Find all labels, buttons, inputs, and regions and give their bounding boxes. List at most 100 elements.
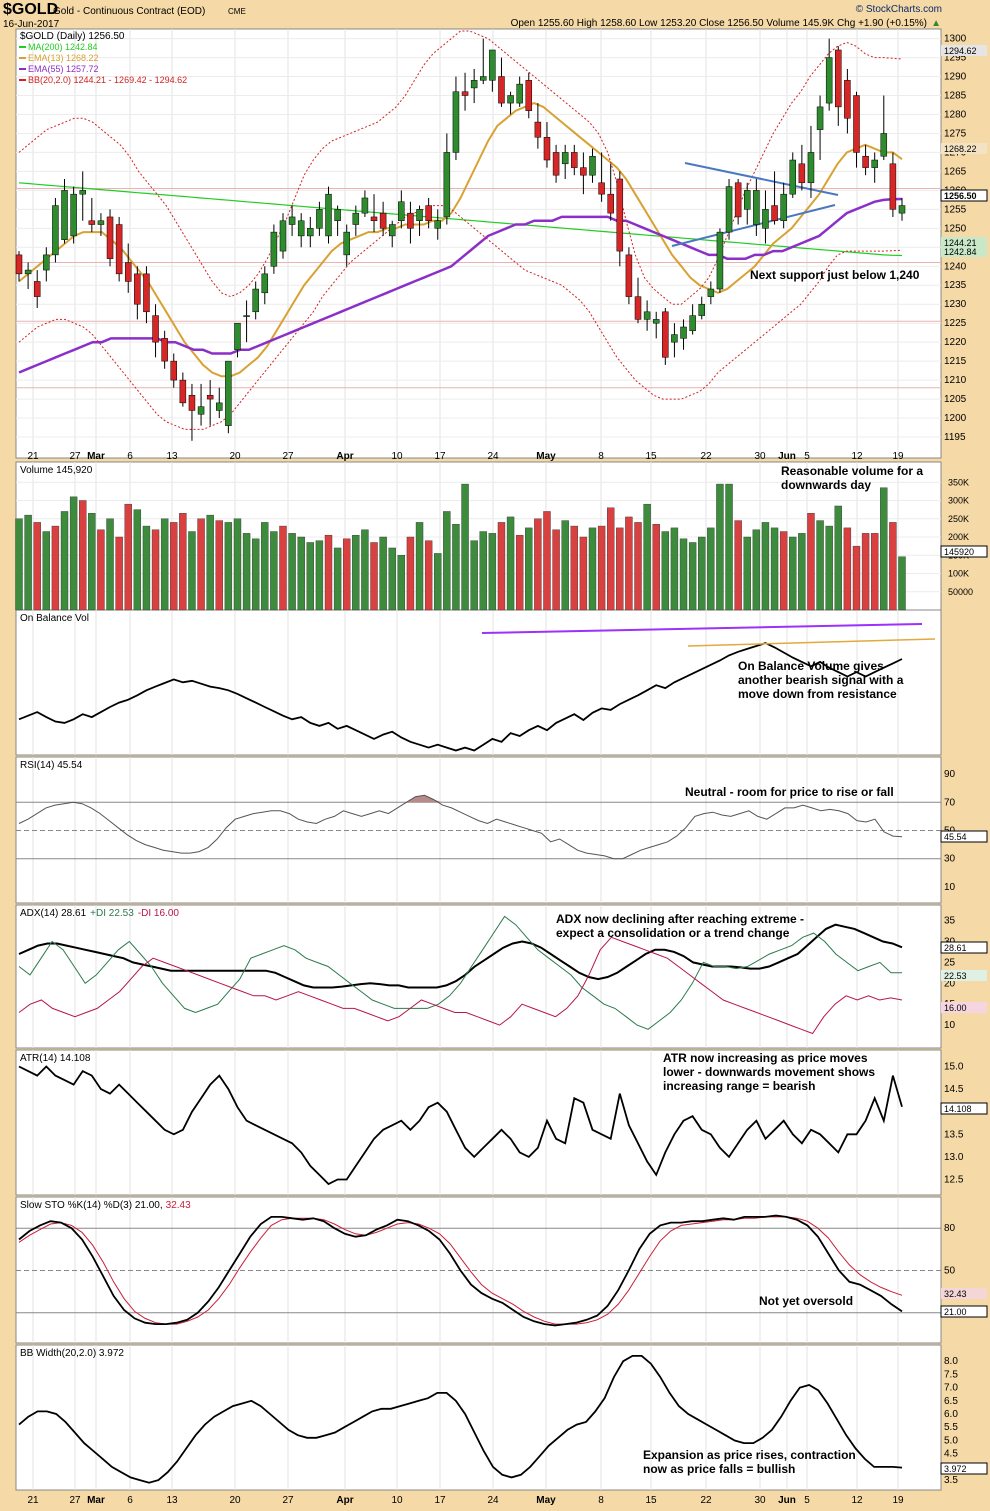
price-tick-label: 1285 xyxy=(944,91,967,102)
x-tick-label-top: 15 xyxy=(645,451,657,462)
volume-bar-up xyxy=(752,529,761,611)
candle-down xyxy=(461,91,469,96)
candle-up xyxy=(753,190,760,225)
x-tick-label-top: 6 xyxy=(127,451,133,462)
candle-down xyxy=(662,311,669,358)
tag-volume-bg xyxy=(940,545,988,558)
candle-up xyxy=(79,190,86,195)
volume-bar-up xyxy=(798,533,806,611)
x-tick-label: Mar xyxy=(87,1495,105,1506)
candle-up xyxy=(671,334,678,343)
x-tick-label: 15 xyxy=(645,1495,657,1506)
x-tick-label-top: 27 xyxy=(282,451,294,462)
volume-bar-up xyxy=(716,483,724,611)
tag-bbw-bg xyxy=(940,1462,988,1475)
volume-bar-up xyxy=(725,483,733,611)
candle-up xyxy=(234,322,241,350)
adx-tick-label: 20 xyxy=(944,978,956,989)
candle-down xyxy=(771,205,778,221)
adx-tick-label: 10 xyxy=(944,1020,956,1031)
candle-up xyxy=(880,133,888,157)
candle-up xyxy=(516,83,523,104)
volume-bar-up xyxy=(270,531,278,611)
volume-bar-down xyxy=(215,520,223,611)
price-tick-label: 1300 xyxy=(944,34,967,45)
candle-up xyxy=(197,406,205,415)
volume-bar-up xyxy=(60,511,69,611)
ma200-legend: MA(200) 1242.84 xyxy=(28,42,98,52)
tag-rsi: 45.54 xyxy=(944,832,967,842)
volume-bar-down xyxy=(734,520,742,611)
candle-up xyxy=(589,155,596,176)
x-tick-label-top: 21 xyxy=(27,451,39,462)
volume-bar-down xyxy=(179,513,187,611)
candle-up xyxy=(416,209,423,221)
price-tick-label: 1240 xyxy=(944,261,967,272)
candle-up xyxy=(270,231,278,267)
x-tick-label: 12 xyxy=(851,1495,863,1506)
x-tick-label: 22 xyxy=(700,1495,712,1506)
volume-bar-up xyxy=(434,553,442,611)
volume-bar-down xyxy=(625,516,633,611)
candle-up xyxy=(698,303,705,316)
annotation-adx-line2: expect a consolidation or a trend change xyxy=(556,926,790,940)
candle-up xyxy=(52,205,59,256)
volume-bar-down xyxy=(543,511,551,611)
volume-bar-up xyxy=(679,538,688,611)
bbw-tick-label: 5.5 xyxy=(944,1422,958,1433)
sto-k-line xyxy=(18,1214,903,1327)
candle-down xyxy=(88,220,96,225)
adx-legend-plus-di: +DI 22.53 xyxy=(90,908,134,919)
volume-bar-up xyxy=(233,518,242,611)
annotation-atr-line2: lower - downwards movement shows xyxy=(663,1065,875,1079)
candle-up xyxy=(225,360,232,426)
annotation-sto: Not yet oversold xyxy=(759,1294,853,1308)
volume-bar-up xyxy=(242,533,251,611)
candle-up xyxy=(762,209,769,229)
volume-bar-up xyxy=(261,522,269,611)
exchange-label: CME xyxy=(228,7,246,16)
chart-date: 16-Jun-2017 xyxy=(3,19,60,30)
tag-ema13-bg xyxy=(941,143,987,154)
watermark: © StockCharts.com xyxy=(856,4,942,15)
volume-bar-up xyxy=(770,527,779,611)
volume-bar-up xyxy=(816,520,824,611)
x-tick-label-top: 10 xyxy=(391,451,403,462)
sto-marks xyxy=(16,1214,941,1327)
volume-bar-up xyxy=(315,540,324,611)
x-tick-label-top: 13 xyxy=(166,451,178,462)
tag-minus-di: 16.00 xyxy=(944,1003,967,1013)
ema13-legend: EMA(13) 1268.22 xyxy=(28,53,99,63)
price-tick-label: 1265 xyxy=(944,166,967,177)
volume-bar-down xyxy=(607,507,615,611)
volume-bar-down xyxy=(424,540,433,611)
candle-down xyxy=(889,163,897,210)
candle-down xyxy=(115,224,123,275)
adx-series-di xyxy=(18,915,903,1030)
x-tick-label-top: 12 xyxy=(851,451,863,462)
tag-minus-di-bg xyxy=(941,1002,987,1013)
candle-up xyxy=(643,311,651,320)
tag-volume: 145920 xyxy=(944,547,974,557)
x-tick-label-top: Jun xyxy=(778,451,796,462)
volume-bar-up xyxy=(206,514,214,611)
volume-bar-down xyxy=(570,525,578,611)
annotation-atr-line3: increasing range = bearish xyxy=(663,1079,815,1093)
candle-down xyxy=(206,395,214,400)
x-tick-label: 6 xyxy=(127,1495,133,1506)
x-tick-label-top: May xyxy=(536,451,556,462)
volume-bar-down xyxy=(497,522,506,611)
price-marks xyxy=(15,30,941,441)
volume-bar-up xyxy=(479,531,487,611)
volume-bar-up xyxy=(379,536,387,611)
rsi-line xyxy=(18,794,903,860)
bbw-panel xyxy=(15,1344,942,1491)
volume-bar-up xyxy=(188,531,196,611)
volume-bar-down xyxy=(779,531,788,611)
volume-bar-up xyxy=(88,513,96,611)
volume-bar-down xyxy=(534,518,542,611)
series-ma-200- xyxy=(18,182,903,257)
candle-up xyxy=(97,220,105,225)
volume-bar-up xyxy=(789,536,797,611)
volume-tick-label: 200K xyxy=(948,532,969,542)
